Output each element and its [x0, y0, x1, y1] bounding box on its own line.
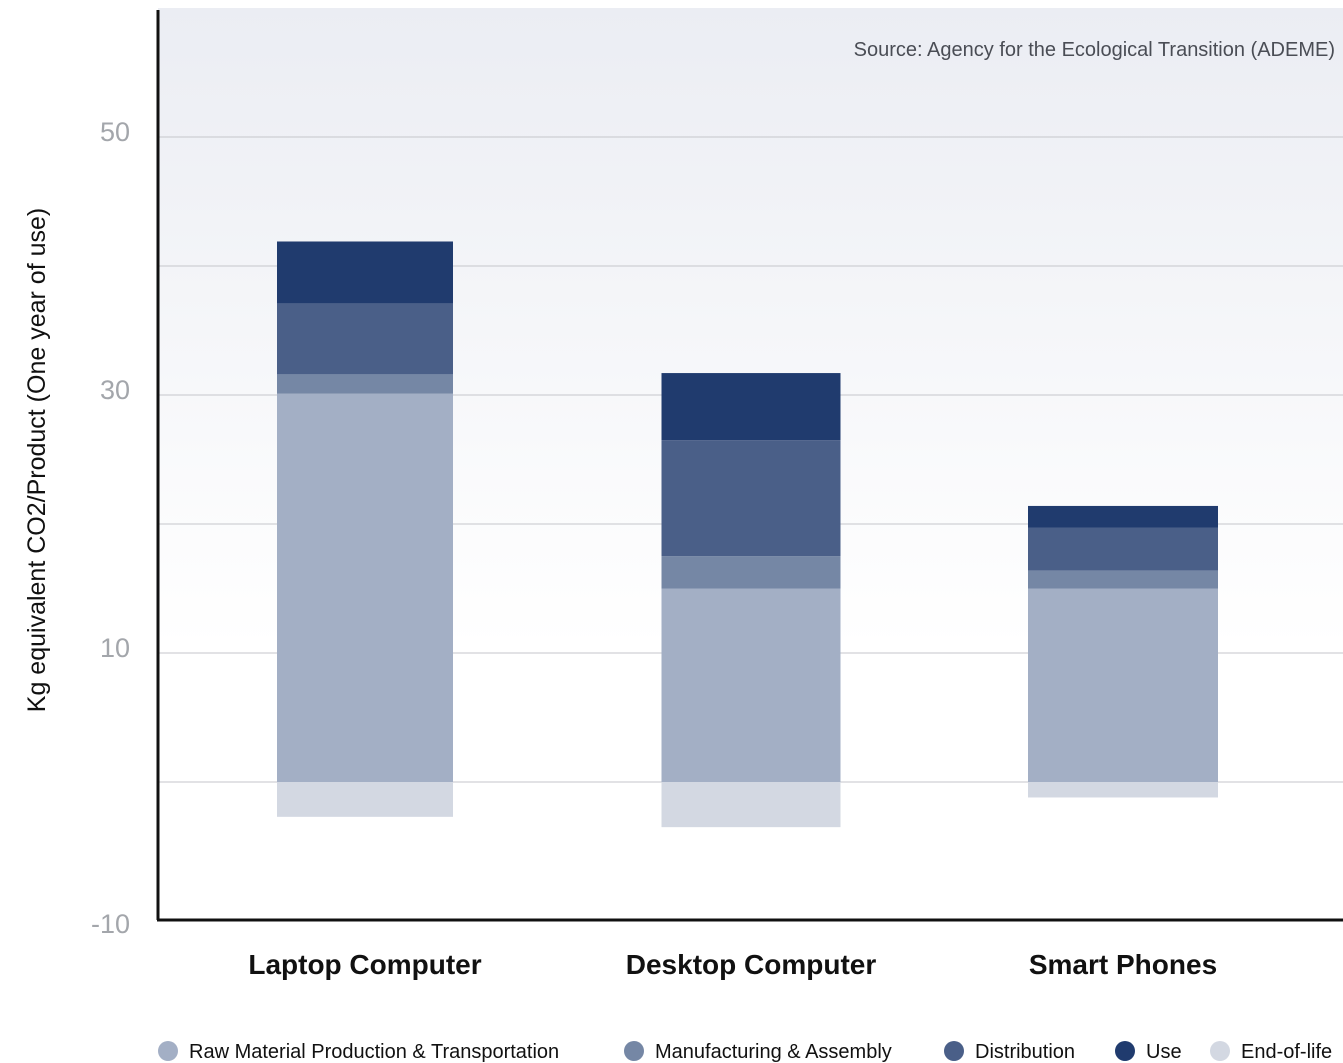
legend-swatch: [1115, 1041, 1135, 1061]
x-category-label: Desktop Computer: [626, 949, 877, 980]
bar-segment: [277, 241, 453, 304]
bar-segment: [1028, 527, 1218, 571]
legend-swatch: [624, 1041, 644, 1061]
bar-segment: [661, 782, 841, 828]
bar-segment: [277, 374, 453, 394]
x-category-labels: Laptop Computer Desktop Computer Smart Pho…: [248, 949, 1217, 980]
bar-segment: [1028, 570, 1218, 589]
legend-swatch: [158, 1041, 178, 1061]
legend-label: Use: [1146, 1041, 1182, 1063]
bar-segment: [277, 303, 453, 375]
bars: [277, 241, 1218, 828]
y-axis-label: Kg equivalent CO2/Product (One year of u…: [23, 208, 51, 712]
legend-label: Manufacturing & Assembly: [655, 1041, 892, 1063]
bar-segment: [661, 373, 841, 441]
y-tick-labels: -10 10 30 50: [91, 117, 130, 939]
source-note: Source: Agency for the Ecological Transi…: [854, 39, 1335, 61]
bar-segment: [661, 556, 841, 589]
bar-segment: [1028, 505, 1218, 528]
legend: Raw Material Production & Transportation…: [158, 1041, 1332, 1063]
legend-swatch: [944, 1041, 964, 1061]
bar-segment: [1028, 782, 1218, 798]
bar-segment: [277, 393, 453, 782]
y-tick-label: 50: [100, 117, 130, 147]
y-tick-label: 10: [100, 633, 130, 663]
legend-label: Distribution: [975, 1041, 1075, 1063]
bar-segment: [661, 588, 841, 782]
bar-segment: [661, 440, 841, 557]
legend-label: Raw Material Production & Transportation: [189, 1041, 559, 1063]
legend-swatch: [1210, 1041, 1230, 1061]
x-category-label: Laptop Computer: [248, 949, 481, 980]
bar-segment: [277, 782, 453, 817]
y-tick-label: 30: [100, 375, 130, 405]
x-category-label: Smart Phones: [1029, 949, 1217, 980]
y-tick-label: -10: [91, 909, 130, 939]
legend-label: End-of-life: [1241, 1041, 1332, 1063]
bar-segment: [1028, 588, 1218, 782]
